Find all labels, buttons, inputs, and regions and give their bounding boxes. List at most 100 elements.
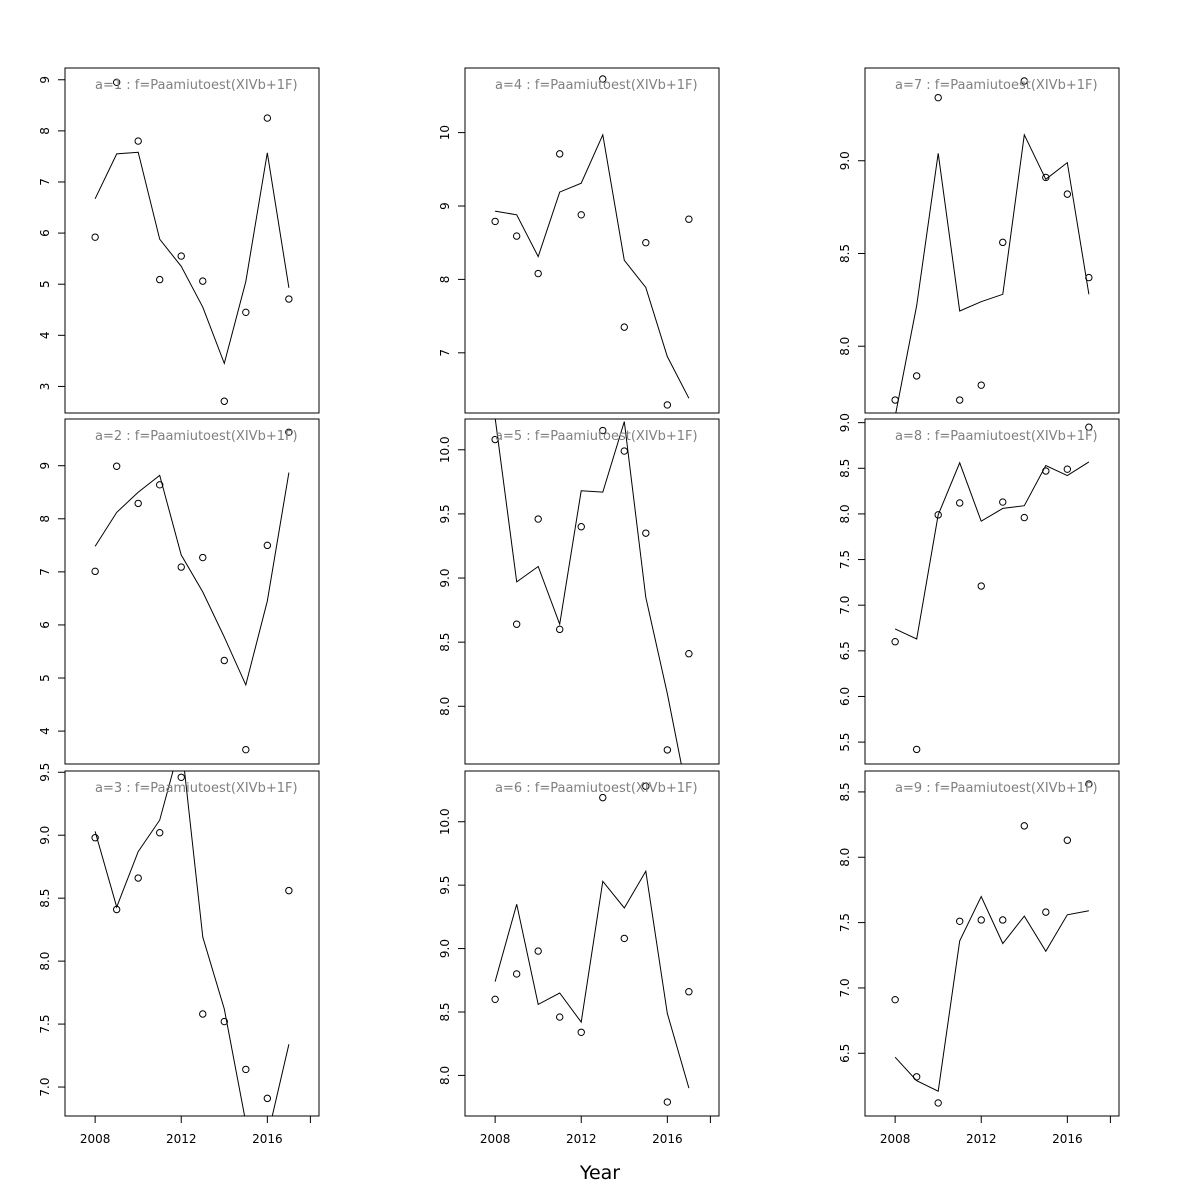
observed-point (263, 1094, 272, 1103)
fitted-line (494, 869, 690, 1089)
y-tick-label: 8.5 (838, 782, 852, 801)
observed-point (1063, 465, 1072, 473)
y-tick-label: 9.0 (438, 939, 452, 958)
observed-point (599, 75, 607, 83)
observed-point (685, 215, 693, 223)
panel-title: a=1 : f=Paamiutoest(XIVb+1F) (95, 78, 298, 93)
observed-point (620, 447, 628, 455)
panel-title: a=3 : f=Paamiutoest(XIVb+1F) (95, 781, 298, 796)
observed-point (242, 308, 250, 317)
y-tick-label: 9 (38, 76, 52, 84)
observed-point (977, 582, 985, 590)
y-tick-label: 5.5 (838, 733, 852, 752)
observed-point (642, 239, 650, 247)
panel-a4: 7 8 9 10 a=4 : f=Paamiutoest(XIVb+1F) (438, 67, 720, 414)
observed-point (891, 396, 899, 404)
plot-frame (864, 770, 1120, 1117)
observed-point (220, 656, 228, 665)
x-tick-label: 2008 (480, 1132, 511, 1146)
observed-point (91, 233, 99, 241)
observed-point (556, 150, 564, 158)
panel-a2: 4 5 6 7 8 9 a=2 : f=Paamiutoest(XIVb+1F) (38, 418, 320, 765)
observed-point (934, 1099, 942, 1107)
x-tick-label: 2008 (880, 1132, 911, 1146)
observed-point (220, 1017, 228, 1026)
plot-area (91, 428, 293, 754)
y-tick-label: 7.0 (838, 978, 852, 997)
observed-point (620, 323, 628, 331)
y-tick-label: 8.5 (838, 459, 852, 478)
y-tick-label: 8.0 (38, 952, 52, 971)
observed-point (663, 1098, 672, 1106)
observed-point (556, 625, 564, 634)
observed-point (91, 567, 99, 576)
observed-point (134, 874, 142, 882)
panel-title: a=6 : f=Paamiutoest(XIVb+1F) (495, 781, 698, 796)
y-tick-label: 8 (38, 127, 52, 135)
y-tick-label: 9.0 (838, 151, 852, 170)
y-tick-label: 7.5 (838, 913, 852, 932)
y-tick-label: 8.5 (438, 633, 452, 652)
y-tick-label: 8.0 (838, 337, 852, 356)
observed-point (534, 947, 542, 955)
y-tick-label: 9.0 (38, 826, 52, 845)
plot-frame (464, 418, 720, 765)
observed-point (642, 782, 650, 790)
observed-point (534, 515, 542, 523)
y-tick-label: 3 (38, 383, 52, 391)
y-tick-label: 10.0 (438, 436, 452, 463)
y-tick-label: 9.5 (438, 504, 452, 523)
y-tick-label: 4 (38, 727, 52, 735)
panel-a9: 6.5 7.0 7.5 8.0 8.5 2008 2012 2016 a=9 : f=Paami… (838, 770, 1120, 1146)
observed-point (156, 828, 164, 837)
fitted-line (94, 472, 290, 687)
observed-point (620, 934, 628, 943)
y-tick-label: 6.5 (838, 1044, 852, 1063)
plot-frame (864, 418, 1120, 765)
observed-point (956, 499, 964, 507)
observed-point (1063, 836, 1072, 844)
observed-point (934, 93, 942, 102)
y-tick-label: 7.0 (838, 596, 852, 615)
y-tick-label: 10.0 (438, 808, 452, 835)
observed-point (599, 793, 607, 802)
plot-frame (64, 770, 320, 1117)
observed-point (512, 620, 521, 628)
observed-point (577, 211, 585, 219)
x-tick-label: 2012 (966, 1132, 997, 1146)
plot-area (491, 75, 693, 409)
plot-area (491, 419, 693, 764)
observed-point (512, 232, 521, 240)
observed-point (999, 238, 1007, 247)
observed-point (177, 773, 185, 781)
y-tick-label: 5 (38, 280, 52, 288)
fitted-line (494, 419, 682, 764)
y-tick-label: 8.0 (438, 1066, 452, 1085)
panel-a1: 3 4 5 6 7 8 9 a=1 : f=Paamiutoest(XIVb+1F) (38, 67, 320, 414)
observed-point (891, 637, 899, 646)
plot-frame (64, 67, 320, 414)
observed-point (534, 269, 542, 278)
y-tick-label: 8 (38, 515, 52, 523)
y-tick-label: 9.0 (438, 568, 452, 587)
observed-point (1020, 822, 1028, 830)
plot-area (91, 771, 293, 1116)
y-tick-label: 8.5 (838, 244, 852, 263)
observed-point (1020, 77, 1028, 85)
x-tick-label: 2012 (566, 1132, 597, 1146)
plot-area (891, 77, 1093, 413)
observed-point (112, 462, 121, 470)
observed-point (999, 498, 1007, 506)
observed-point (91, 834, 99, 842)
observed-point (285, 886, 293, 895)
y-tick-label: 7 (38, 568, 52, 576)
observed-point (685, 987, 693, 996)
y-tick-label: 9 (438, 202, 452, 210)
observed-point (491, 435, 499, 444)
panel-title: a=8 : f=Paamiutoest(XIVb+1F) (895, 429, 1098, 444)
observed-point (912, 372, 921, 380)
y-tick-label: 8.0 (438, 697, 452, 716)
fitted-line (94, 151, 290, 366)
observed-point (263, 541, 272, 550)
